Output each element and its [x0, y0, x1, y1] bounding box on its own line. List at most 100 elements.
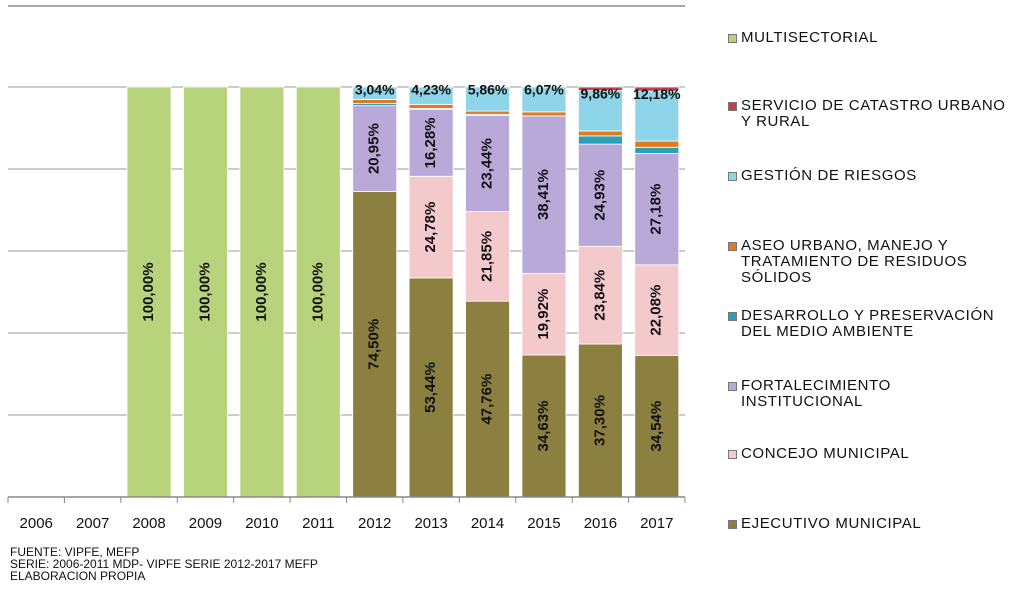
legend-entry: ASEO URBANO, MANEJO Y TRATAMIENTO DE RES… [728, 238, 1008, 286]
legend-entry: MULTISECTORIAL [728, 30, 1008, 46]
bar-segment [126, 86, 172, 498]
legend-entry: SERVICIO DE CATASTRO URBANO Y RURAL [728, 98, 1008, 130]
bar-segment [465, 211, 510, 302]
bar-segment [408, 103, 454, 109]
x-tick-label: 2006 [20, 515, 53, 532]
legend-label: SERVICIO DE CATASTRO URBANO Y RURAL [741, 97, 1006, 130]
data-label: 34,54% [648, 401, 665, 452]
data-label: 53,44% [422, 362, 439, 413]
data-label: 22,08% [648, 285, 665, 336]
source-note: FUENTE: VIPFE, MEFP [10, 545, 140, 559]
bar-segment [465, 115, 510, 212]
legend-entry: DESARROLLO Y PRESERVACIÓN DEL MEDIO AMBI… [728, 308, 1008, 340]
data-label: 24,93% [591, 170, 608, 221]
x-tick-label: 2013 [414, 515, 447, 532]
data-label: 12,18% [633, 86, 681, 102]
bar-segment [577, 90, 623, 132]
bar-segment [465, 110, 510, 115]
bar-segment [634, 86, 680, 92]
legend-entry: GESTIÓN DE RIESGOS [728, 168, 1008, 184]
data-label: 3,04% [355, 82, 395, 98]
legend-entry: FORTALECIMIENTO INSTITUCIONAL [728, 378, 1008, 410]
data-label: 5,86% [468, 82, 508, 98]
bar-segment [183, 86, 228, 498]
bar-segment [634, 153, 680, 266]
legend-swatch [728, 312, 737, 321]
data-label: 4,23% [411, 82, 451, 98]
legend-swatch [728, 382, 737, 391]
data-label: 23,84% [591, 270, 608, 321]
bar-segment [634, 264, 680, 356]
bar-segment [577, 143, 623, 247]
bar-segment [408, 277, 454, 498]
bar-segment [408, 175, 454, 279]
x-tick-label: 2010 [245, 515, 278, 532]
x-tick-label: 2011 [302, 515, 334, 532]
bar-segment [408, 86, 454, 105]
legend-swatch [728, 520, 737, 529]
bar-segment [634, 354, 680, 498]
legend-label: ASEO URBANO, MANEJO Y TRATAMIENTO DE RES… [741, 237, 968, 286]
data-label: 38,41% [535, 169, 552, 220]
x-tick-label: 2014 [471, 515, 504, 532]
bar-segment [634, 90, 680, 142]
data-label: 100,00% [140, 262, 157, 321]
data-label: 100,00% [253, 262, 270, 321]
bar-segment [577, 130, 623, 137]
bar-segment [352, 86, 398, 100]
data-label: 21,85% [479, 231, 496, 282]
x-tick-label: 2016 [584, 515, 617, 532]
bar-segment [577, 135, 623, 145]
bar-segment [521, 111, 567, 117]
x-tick-label: 2008 [132, 515, 165, 532]
bar-segment [634, 146, 680, 154]
data-label: 16,28% [422, 117, 439, 168]
x-tick-label: 2017 [640, 515, 673, 532]
data-label: 20,95% [366, 123, 383, 174]
legend-entry: EJECUTIVO MUNICIPAL [728, 516, 1008, 532]
data-label: 34,63% [535, 401, 552, 452]
bar-segment [408, 109, 454, 177]
data-label: 24,78% [422, 202, 439, 253]
legend-label: GESTIÓN DE RIESGOS [741, 167, 917, 184]
legend-swatch [728, 450, 737, 459]
bar-segment [577, 343, 623, 498]
legend-swatch [728, 242, 737, 251]
bar-segment [239, 86, 285, 498]
source-note: SERIE: 2006-2011 MDP- VIPFE SERIE 2012-2… [10, 557, 318, 571]
bar-segment [352, 105, 398, 192]
legend-label: MULTISECTORIAL [741, 29, 879, 46]
data-label: 9,86% [581, 85, 621, 101]
x-tick-label: 2015 [527, 515, 560, 532]
bar-segment [465, 300, 510, 498]
legend-swatch [728, 102, 737, 111]
bar-segment [465, 86, 510, 112]
bar-segment [521, 272, 567, 356]
bar-segment [634, 140, 680, 148]
bar-segment [577, 245, 623, 345]
data-label: 37,30% [591, 395, 608, 446]
legend-swatch [728, 172, 737, 181]
data-label: 19,92% [535, 289, 552, 340]
legend-label: FORTALECIMIENTO INSTITUCIONAL [741, 377, 891, 410]
legend-entry: CONCEJO MUNICIPAL [728, 446, 1008, 462]
data-label: 23,44% [479, 138, 496, 189]
bar-segment [295, 86, 341, 498]
bar-segment [521, 354, 567, 498]
x-tick-label: 2012 [358, 515, 391, 532]
bar-segment [521, 86, 567, 113]
data-label: 100,00% [196, 262, 213, 321]
data-label: 47,76% [479, 374, 496, 425]
bar-segment [521, 115, 567, 274]
data-label: 74,50% [366, 319, 383, 370]
x-tick-label: 2007 [76, 515, 109, 532]
data-label: 6,07% [524, 82, 564, 98]
bar-segment [577, 86, 623, 91]
legend-label: DESARROLLO Y PRESERVACIÓN DEL MEDIO AMBI… [741, 307, 995, 340]
data-label: 27,18% [648, 184, 665, 235]
data-label: 100,00% [309, 262, 326, 321]
legend-label: EJECUTIVO MUNICIPAL [741, 515, 922, 532]
x-tick-label: 2009 [189, 515, 222, 532]
